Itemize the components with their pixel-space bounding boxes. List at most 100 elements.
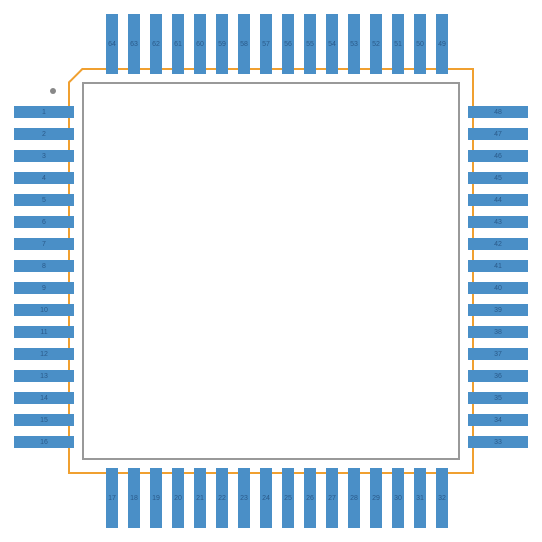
pin-13: 13 xyxy=(14,370,74,382)
pin-60: 60 xyxy=(194,14,206,74)
pin-label-27: 27 xyxy=(328,495,336,502)
pin-16: 16 xyxy=(14,436,74,448)
pin-label-8: 8 xyxy=(42,263,46,270)
pin-9: 9 xyxy=(14,282,74,294)
pin-64: 64 xyxy=(106,14,118,74)
pin-42: 42 xyxy=(468,238,528,250)
pin-label-33: 33 xyxy=(494,439,502,446)
pin-label-45: 45 xyxy=(494,175,502,182)
pin1-corner-line xyxy=(68,68,88,88)
pin-label-42: 42 xyxy=(494,241,502,248)
pin-26: 26 xyxy=(304,468,316,528)
pin-45: 45 xyxy=(468,172,528,184)
pin-label-32: 32 xyxy=(438,495,446,502)
pin-12: 12 xyxy=(14,348,74,360)
pin-62: 62 xyxy=(150,14,162,74)
pin-label-1: 1 xyxy=(42,109,46,116)
pin-label-57: 57 xyxy=(262,41,270,48)
pin-label-9: 9 xyxy=(42,285,46,292)
pin-label-20: 20 xyxy=(174,495,182,502)
pin-label-30: 30 xyxy=(394,495,402,502)
pin-10: 10 xyxy=(14,304,74,316)
pin-54: 54 xyxy=(326,14,338,74)
pin-label-23: 23 xyxy=(240,495,248,502)
pin-label-54: 54 xyxy=(328,41,336,48)
pin-label-6: 6 xyxy=(42,219,46,226)
pin-25: 25 xyxy=(282,468,294,528)
pin-30: 30 xyxy=(392,468,404,528)
pin-label-22: 22 xyxy=(218,495,226,502)
pin-label-59: 59 xyxy=(218,41,226,48)
pin-11: 11 xyxy=(14,326,74,338)
pin-53: 53 xyxy=(348,14,360,74)
pin-label-17: 17 xyxy=(108,495,116,502)
pin-label-41: 41 xyxy=(494,263,502,270)
pin-33: 33 xyxy=(468,436,528,448)
pin-label-53: 53 xyxy=(350,41,358,48)
pin-17: 17 xyxy=(106,468,118,528)
pin-55: 55 xyxy=(304,14,316,74)
pin-label-44: 44 xyxy=(494,197,502,204)
pin-label-40: 40 xyxy=(494,285,502,292)
pin-label-3: 3 xyxy=(42,153,46,160)
pin-1: 1 xyxy=(14,106,74,118)
pin-44: 44 xyxy=(468,194,528,206)
pin-label-64: 64 xyxy=(108,41,116,48)
pin-label-19: 19 xyxy=(152,495,160,502)
pin-22: 22 xyxy=(216,468,228,528)
pin-41: 41 xyxy=(468,260,528,272)
pin-3: 3 xyxy=(14,150,74,162)
pin-61: 61 xyxy=(172,14,184,74)
pin-label-48: 48 xyxy=(494,109,502,116)
pin-label-2: 2 xyxy=(42,131,46,138)
pin-29: 29 xyxy=(370,468,382,528)
pin-14: 14 xyxy=(14,392,74,404)
pin-label-52: 52 xyxy=(372,41,380,48)
pin-label-24: 24 xyxy=(262,495,270,502)
package-body xyxy=(82,82,460,460)
pin-2: 2 xyxy=(14,128,74,140)
pin-38: 38 xyxy=(468,326,528,338)
pin-label-26: 26 xyxy=(306,495,314,502)
pin-label-34: 34 xyxy=(494,417,502,424)
pin-label-46: 46 xyxy=(494,153,502,160)
pin-35: 35 xyxy=(468,392,528,404)
pin-6: 6 xyxy=(14,216,74,228)
pin-46: 46 xyxy=(468,150,528,162)
pin-label-60: 60 xyxy=(196,41,204,48)
pin-label-10: 10 xyxy=(40,307,48,314)
pin1-indicator-dot xyxy=(50,88,56,94)
pin-label-43: 43 xyxy=(494,219,502,226)
pin-48: 48 xyxy=(468,106,528,118)
pin-label-15: 15 xyxy=(40,417,48,424)
pin-8: 8 xyxy=(14,260,74,272)
pin-label-63: 63 xyxy=(130,41,138,48)
pin-label-25: 25 xyxy=(284,495,292,502)
pin-label-4: 4 xyxy=(42,175,46,182)
pin-label-39: 39 xyxy=(494,307,502,314)
pin-37: 37 xyxy=(468,348,528,360)
pin-57: 57 xyxy=(260,14,272,74)
pin-label-38: 38 xyxy=(494,329,502,336)
pin-label-31: 31 xyxy=(416,495,424,502)
pin-34: 34 xyxy=(468,414,528,426)
pin-label-12: 12 xyxy=(40,351,48,358)
pin-39: 39 xyxy=(468,304,528,316)
pin-label-47: 47 xyxy=(494,131,502,138)
pin-label-55: 55 xyxy=(306,41,314,48)
pin-18: 18 xyxy=(128,468,140,528)
pin-label-36: 36 xyxy=(494,373,502,380)
pin-36: 36 xyxy=(468,370,528,382)
pin-31: 31 xyxy=(414,468,426,528)
pin-28: 28 xyxy=(348,468,360,528)
pin-23: 23 xyxy=(238,468,250,528)
pin-27: 27 xyxy=(326,468,338,528)
pin-15: 15 xyxy=(14,414,74,426)
pin-label-49: 49 xyxy=(438,41,446,48)
pin-label-56: 56 xyxy=(284,41,292,48)
pin-19: 19 xyxy=(150,468,162,528)
pin-label-29: 29 xyxy=(372,495,380,502)
pin-label-50: 50 xyxy=(416,41,424,48)
pin-label-16: 16 xyxy=(40,439,48,446)
pin-5: 5 xyxy=(14,194,74,206)
